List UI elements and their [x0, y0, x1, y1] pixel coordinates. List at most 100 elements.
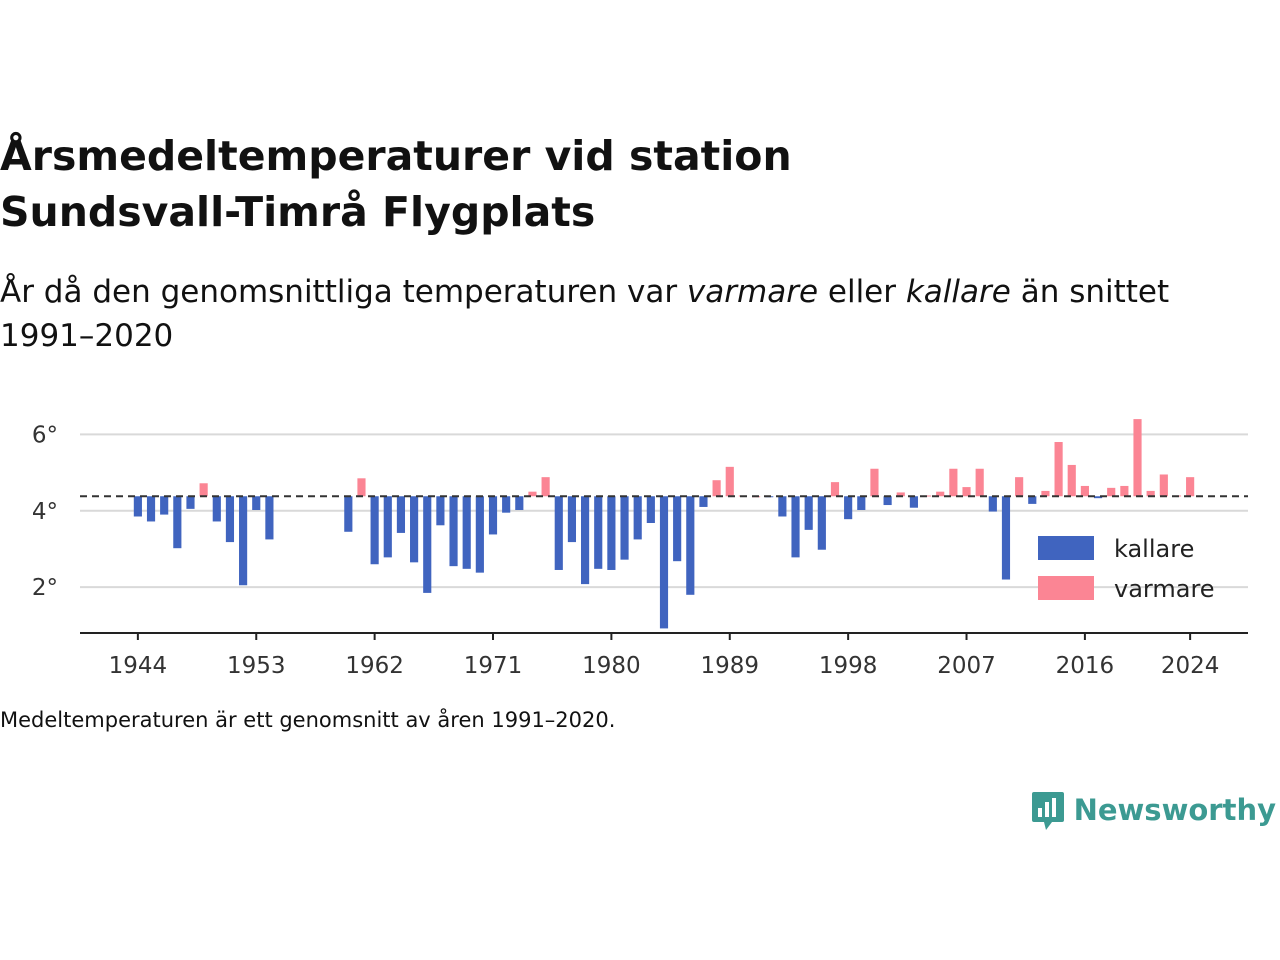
- bar-2017: [1093, 496, 1103, 499]
- subtitle-cold-word: kallare: [905, 274, 1011, 310]
- bar-1981: [620, 496, 629, 560]
- bar-2007: [962, 487, 971, 497]
- bar-1970: [475, 496, 484, 573]
- legend-label-warmer: varmare: [1114, 575, 1215, 603]
- bar-1999: [857, 496, 866, 511]
- bar-2015: [1067, 464, 1076, 497]
- bar-1948: [186, 496, 195, 509]
- bar-1944: [133, 496, 142, 517]
- bar-1998: [844, 496, 853, 520]
- temperature-bar-chart: 2° 4° 6° 1944 1953 1962 1971 1980 1989 1998 2007 2…: [32, 419, 1248, 679]
- bar-1972: [502, 496, 511, 513]
- bar-1989: [725, 466, 734, 497]
- subtitle-part-1: År då den genomsnittliga temperaturen va…: [0, 274, 687, 310]
- x-tick-label: 1998: [819, 653, 878, 679]
- x-tick-label: 2024: [1161, 653, 1220, 679]
- bar-2006: [949, 468, 958, 497]
- bar-2011: [1015, 477, 1024, 497]
- bar-1952: [239, 496, 248, 586]
- bar-1965: [410, 496, 419, 563]
- x-tick-label: 1962: [345, 653, 404, 679]
- bar-1960: [344, 496, 353, 532]
- x-tick-label: 2007: [937, 653, 996, 679]
- bar-1966: [423, 496, 432, 593]
- bar-1976: [554, 496, 563, 570]
- brand-name: Newsworthy: [1073, 793, 1276, 827]
- x-tick-label: 1971: [464, 653, 523, 679]
- bar-1953: [252, 496, 261, 511]
- bar-1962: [370, 496, 379, 565]
- bar-1967: [436, 496, 445, 526]
- bar-1947: [173, 496, 182, 549]
- bar-1997: [830, 482, 840, 497]
- bar-1964: [396, 496, 406, 533]
- y-tick-label: 4°: [32, 499, 58, 525]
- bar-1950: [212, 496, 221, 522]
- bar-1951: [225, 496, 235, 543]
- subtitle-part-3: än snittet 1991–2020: [0, 274, 1170, 354]
- bar-1961: [357, 478, 366, 497]
- bar-1945: [146, 496, 156, 522]
- bar-2024: [1186, 477, 1195, 497]
- x-tick-label: 1953: [227, 653, 286, 679]
- bar-1986: [686, 496, 695, 595]
- bar-2022: [1159, 474, 1168, 497]
- y-tick-label: 2°: [32, 575, 58, 601]
- bar-1995: [804, 496, 813, 530]
- y-axis-labels: 2° 4° 6°: [32, 422, 58, 601]
- bar-1983: [646, 496, 655, 523]
- bar-2005: [936, 491, 945, 497]
- chart-subtitle: År då den genomsnittliga temperaturen va…: [0, 270, 1200, 358]
- chart-title: Årsmedeltemperaturer vid station Sundsva…: [0, 132, 792, 236]
- bar-1963: [383, 496, 392, 558]
- bar-2002: [896, 492, 905, 497]
- bar-2004: [922, 495, 932, 497]
- subtitle-part-2: eller: [818, 274, 906, 310]
- bar-1982: [633, 496, 642, 540]
- subtitle-warm-word: varmare: [686, 274, 819, 310]
- footnote: Medeltemperaturen är ett genomsnitt av å…: [0, 708, 616, 732]
- bar-1979: [594, 496, 603, 569]
- x-tick-label: 1980: [582, 653, 641, 679]
- bar-2008: [975, 468, 984, 497]
- bar-1968: [449, 496, 458, 567]
- bar-2013: [1041, 490, 1050, 497]
- bar-2018: [1107, 487, 1116, 497]
- legend-label-colder: kallare: [1114, 535, 1194, 563]
- bars: [133, 419, 1195, 629]
- bar-2020: [1133, 419, 1142, 497]
- bar-1975: [541, 477, 550, 497]
- bar-2019: [1120, 485, 1129, 497]
- x-tick-label: 1989: [700, 653, 759, 679]
- legend-swatch-warmer: [1038, 576, 1094, 600]
- bar-1949: [199, 483, 208, 497]
- legend: kallare varmare: [1038, 535, 1215, 603]
- newsworthy-logo-icon: [1031, 792, 1064, 830]
- bar-2010: [1001, 496, 1011, 580]
- bar-1954: [265, 496, 274, 540]
- x-tick-label: 2016: [1056, 653, 1115, 679]
- bar-1977: [567, 496, 577, 543]
- bar-1988: [712, 480, 721, 497]
- bar-2014: [1054, 442, 1063, 497]
- bar-1974: [528, 491, 537, 497]
- legend-swatch-colder: [1038, 536, 1094, 560]
- bar-2009: [988, 496, 997, 512]
- bar-2003: [909, 496, 918, 508]
- x-tick-label: 1944: [109, 653, 168, 679]
- bar-1984: [659, 496, 669, 629]
- bar-2016: [1080, 485, 1089, 497]
- bar-1973: [515, 496, 524, 511]
- newsworthy-logo: Newsworthy: [1030, 788, 1276, 832]
- bar-1978: [581, 496, 590, 585]
- bar-1980: [607, 496, 616, 570]
- bar-2021: [1146, 490, 1155, 497]
- bar-1946: [160, 496, 169, 515]
- x-axis-ticks: 1944 1953 1962 1971 1980 1989 1998 2007 2016 2024: [109, 633, 1220, 679]
- bar-2000: [870, 468, 879, 497]
- bar-1996: [817, 496, 826, 550]
- bar-1971: [488, 496, 498, 535]
- bar-1985: [673, 496, 682, 562]
- bar-1993: [778, 496, 787, 517]
- bar-2001: [883, 496, 892, 506]
